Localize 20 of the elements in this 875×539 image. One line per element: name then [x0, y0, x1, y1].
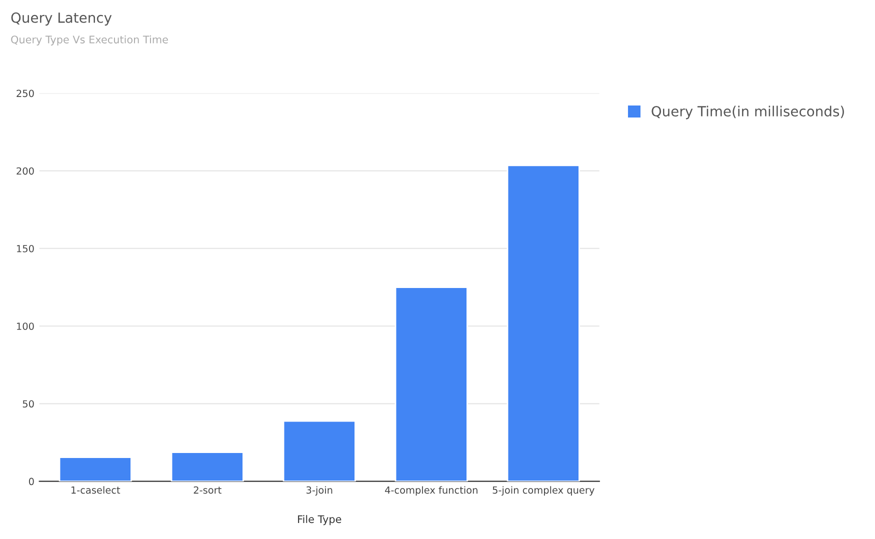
x-tick-label: 2-sort — [194, 486, 222, 494]
x-tick-label: 1-caselect — [72, 486, 120, 494]
bar — [170, 452, 244, 482]
chart-subtitle: Query Type Vs Execution Time — [11, 35, 168, 46]
bar — [506, 164, 580, 482]
y-tick-label: 250 — [16, 90, 34, 98]
x-tick-label: 5-join complex query — [492, 486, 594, 496]
y-tick-label: 200 — [16, 167, 34, 175]
y-tick-label: 100 — [17, 322, 34, 330]
bar — [394, 286, 468, 482]
x-axis-title: File Type — [298, 515, 342, 526]
bar — [58, 456, 132, 482]
chart-title: Query Latency — [11, 12, 112, 26]
y-tick-label: 0 — [28, 478, 34, 486]
x-tick-label: 3-join — [306, 486, 332, 496]
legend-label: Query Time(in milliseconds) — [652, 106, 844, 120]
x-tick-label: 4-complex function — [385, 486, 478, 496]
y-tick-label: 50 — [22, 400, 34, 408]
bar — [282, 420, 356, 482]
y-tick-label: 150 — [17, 244, 34, 252]
